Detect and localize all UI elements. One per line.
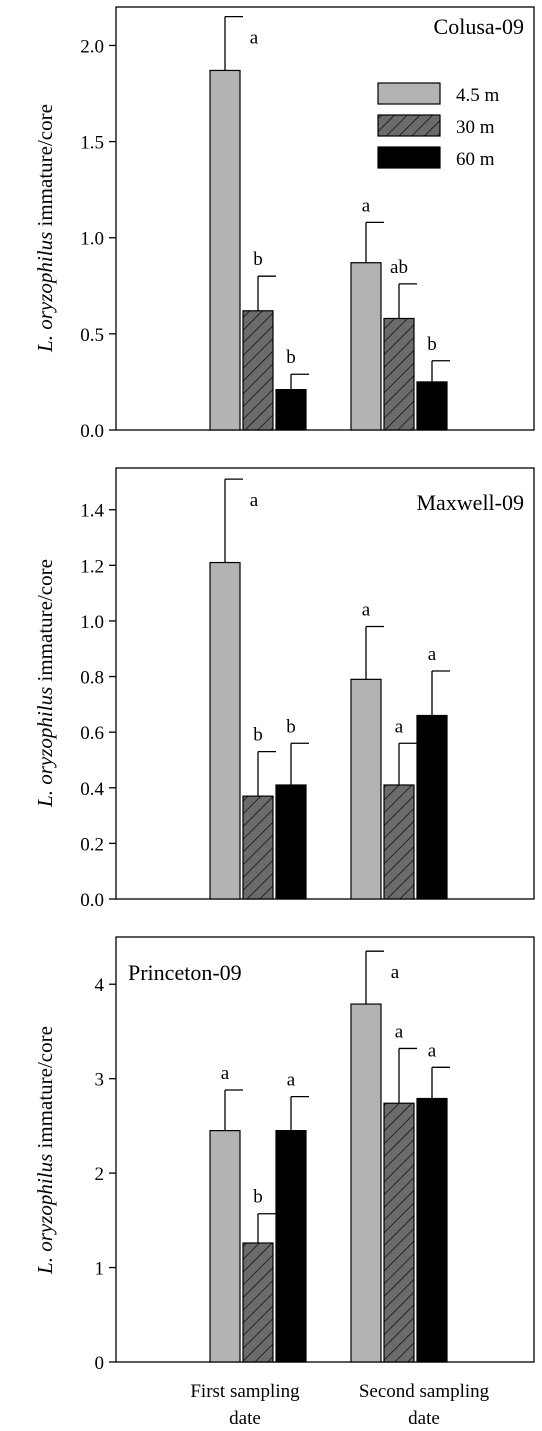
bar-30m: [242, 1242, 274, 1363]
significance-letter: b: [286, 716, 296, 737]
bar-4-5m: [209, 69, 241, 431]
significance-letter: b: [253, 1187, 263, 1208]
y-tick-label: 0.2: [80, 834, 104, 855]
y-tick-label: 2: [95, 1164, 105, 1185]
y-tick-label: 3: [95, 1070, 105, 1091]
bar-4-5m: [209, 1130, 241, 1363]
bar-4-5m: [350, 1003, 382, 1363]
x-category-label-first-line2: date: [229, 1408, 261, 1429]
legend-swatch: [377, 146, 441, 169]
bar-30m: [383, 317, 415, 431]
significance-letter: b: [286, 347, 296, 368]
y-axis-label: L. oryzophilus immature/core: [33, 104, 57, 353]
significance-letter: a: [250, 490, 259, 511]
y-tick-label: 0.6: [80, 723, 104, 744]
significance-letter: b: [253, 725, 263, 746]
y-tick-label: 1.0: [80, 612, 104, 633]
significance-letter: ab: [390, 257, 408, 278]
y-tick-label: 1.5: [80, 133, 104, 154]
plot-frame: [115, 936, 535, 1363]
bar-60m: [275, 784, 307, 900]
significance-letter: a: [362, 599, 371, 620]
y-tick-label: 0.5: [80, 325, 104, 346]
bar-60m: [275, 1130, 307, 1363]
y-tick-label: 0.4: [80, 779, 104, 800]
y-axis-label: L. oryzophilus immature/core: [33, 1026, 57, 1275]
legend-label: 4.5 m: [456, 85, 500, 106]
panel-title: Princeton-09: [128, 960, 242, 985]
y-tick-label: 1: [95, 1259, 105, 1280]
legend-swatch: [377, 114, 441, 137]
y-axis-label: L. oryzophilus immature/core: [33, 559, 57, 808]
significance-letter: a: [362, 195, 371, 216]
significance-letter: a: [428, 644, 437, 665]
bar-60m: [416, 714, 448, 900]
bar-4-5m: [350, 678, 382, 900]
x-category-label-first-line1: First sampling: [190, 1381, 300, 1402]
panel-title: Colusa-09: [434, 14, 524, 39]
y-tick-label: 0.0: [80, 890, 104, 911]
y-tick-label: 1.4: [80, 501, 104, 522]
significance-letter: a: [391, 962, 400, 983]
plot-frame: [115, 6, 535, 431]
significance-letter: b: [253, 249, 263, 270]
bar-30m: [383, 784, 415, 900]
plot-frame: [115, 467, 535, 900]
x-category-label-second-line2: date: [408, 1408, 440, 1429]
significance-letter: a: [428, 1040, 437, 1061]
y-tick-label: 0.8: [80, 668, 104, 689]
legend: 4.5 m 30 m 60 m: [377, 82, 500, 170]
y-tick-label: 4: [95, 975, 105, 996]
significance-letter: a: [395, 1021, 404, 1042]
legend-swatch: [377, 82, 441, 105]
legend-label: 60 m: [456, 149, 495, 170]
panel-princeton: 0 1 2 3 4 L. oryzophilus immature/core Princet…: [33, 936, 535, 1374]
significance-letter: a: [250, 28, 259, 49]
bar-30m: [242, 310, 274, 431]
bar-30m: [383, 1102, 415, 1363]
bar-4-5m: [209, 561, 241, 900]
legend-label: 30 m: [456, 117, 495, 138]
panel-maxwell: 0.0 0.2 0.4 0.6 0.8 1.0 1.2 1.4 L. oryzophilus i…: [33, 467, 535, 911]
significance-letter: a: [287, 1070, 296, 1091]
bar-60m: [275, 389, 307, 431]
significance-letter: a: [395, 716, 404, 737]
panel-colusa: 0.0 0.5 1.0 1.5 2.0 L. oryzophilus immature/c…: [33, 6, 535, 442]
y-tick-label: 0: [95, 1353, 105, 1374]
bar-60m: [416, 381, 448, 431]
significance-letter: b: [427, 334, 437, 355]
y-tick-label: 1.2: [80, 556, 104, 577]
bar-4-5m: [350, 262, 382, 431]
x-category-label-second-line1: Second sampling: [359, 1381, 490, 1402]
y-tick-label: 1.0: [80, 229, 104, 250]
panel-title: Maxwell-09: [416, 490, 524, 515]
significance-letter: a: [221, 1063, 230, 1084]
x-category-labels: First sampling date Second sampling date: [190, 1381, 489, 1429]
y-tick-label: 0.0: [80, 421, 104, 442]
bar-60m: [416, 1097, 448, 1363]
y-tick-label: 2.0: [80, 36, 104, 57]
bar-30m: [242, 795, 274, 900]
